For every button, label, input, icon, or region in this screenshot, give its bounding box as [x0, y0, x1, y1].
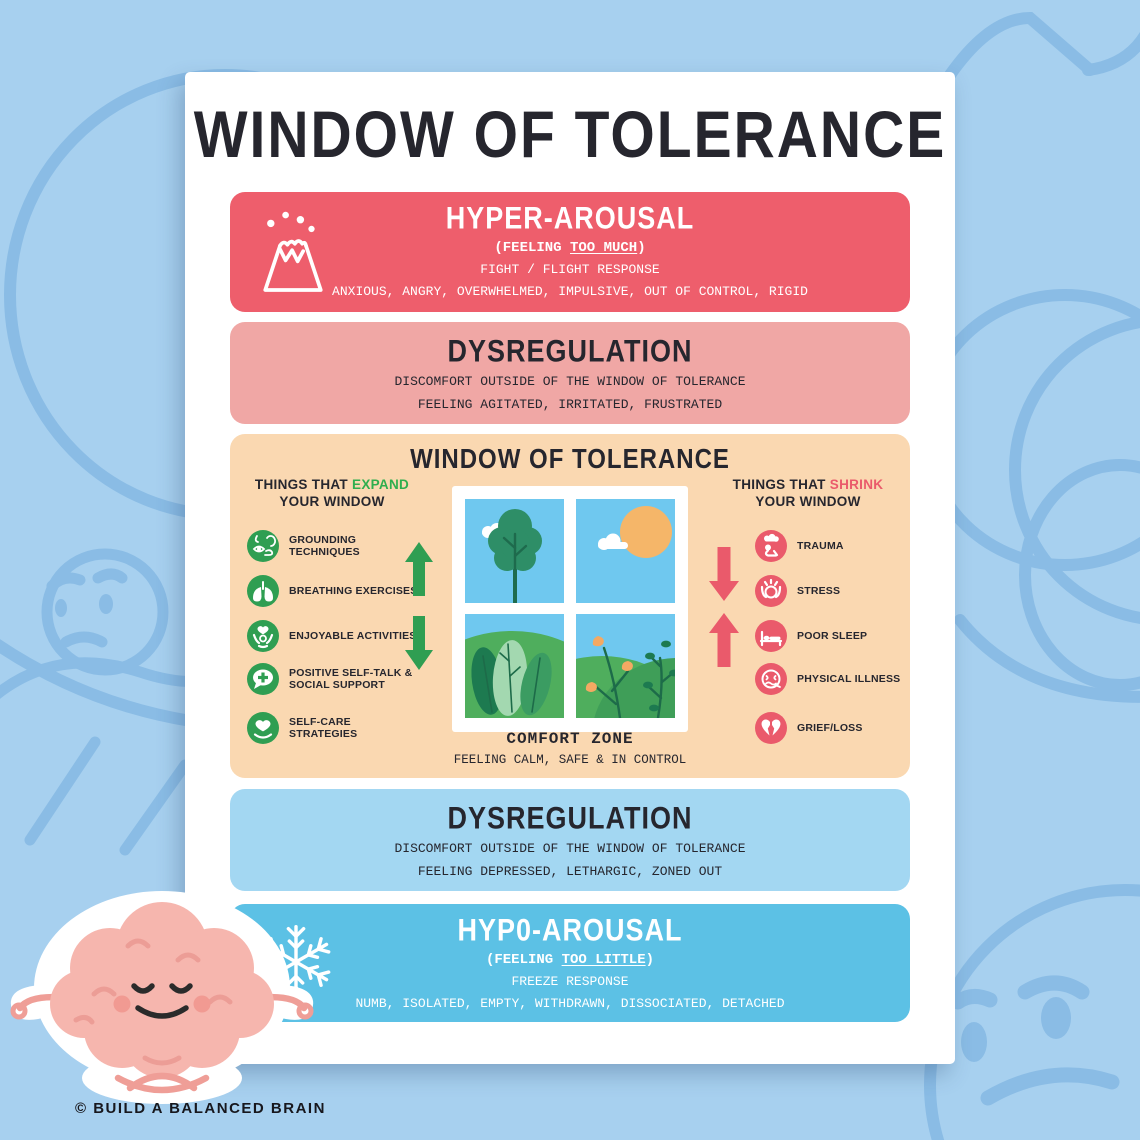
comfort-zone-line: FEELING CALM, SAFE & IN CONTROL	[453, 753, 687, 767]
meditating-brain-character	[10, 891, 314, 1104]
poster-card: WINDOW OF TOLERANCE HYPER-AROUSAL (FEELI…	[185, 72, 955, 1064]
hypo-arousal-section: HYP0-AROUSAL (FEELING TOO LITTLE) FREEZE…	[230, 904, 910, 1022]
dysregulation-top-title: DYSREGULATION	[447, 333, 693, 369]
window-section-title: WINDOW OF TOLERANCE	[410, 443, 730, 476]
dysregulation-bottom-line1: DISCOMFORT OUTSIDE OF THE WINDOW OF TOLE…	[394, 841, 746, 856]
hypo-feeling: (FEELING TOO LITTLE)	[485, 952, 655, 968]
volcano-icon	[263, 211, 323, 292]
expand-item: GROUNDING TECHNIQUES	[246, 529, 421, 563]
dysregulation-bottom-line2: FEELING DEPRESSED, LETHARGIC, ZONED OUT	[417, 864, 723, 879]
storm-person-icon	[755, 530, 787, 562]
comfort-zone-title: COMFORT ZONE	[506, 730, 634, 748]
expand-heading: THINGS THAT EXPAND YOUR WINDOW	[254, 477, 410, 509]
shrink-heading: THINGS THAT SHRINK YOUR WINDOW	[732, 477, 884, 509]
five-senses-icon	[247, 530, 279, 562]
expand-item: POSITIVE SELF-TALK & SOCIAL SUPPORT	[246, 662, 421, 696]
shrink-item: GRIEF/LOSS	[754, 711, 863, 745]
expand-item: SELF-CARE STRATEGIES	[246, 711, 421, 745]
expand-item: ENJOYABLE ACTIVITIES	[246, 619, 417, 653]
sick-face-icon	[755, 663, 787, 695]
dysregulation-bottom-title: DYSREGULATION	[447, 800, 693, 836]
page-title: WINDOW OF TOLERANCE	[193, 97, 947, 173]
lungs-icon	[247, 575, 279, 607]
hyper-line2: ANXIOUS, ANGRY, OVERWHELMED, IMPULSIVE, …	[332, 284, 808, 299]
heart-hands-icon	[247, 712, 279, 744]
hypo-title: HYP0-AROUSAL	[457, 912, 683, 948]
dysregulation-top-line1: DISCOMFORT OUTSIDE OF THE WINDOW OF TOLE…	[394, 374, 746, 389]
expand-arrows-icon	[405, 542, 433, 670]
window-illustration	[452, 486, 688, 732]
dysregulation-top-section: DYSREGULATION DISCOMFORT OUTSIDE OF THE …	[230, 322, 910, 424]
hypo-line2: NUMB, ISOLATED, EMPTY, WITHDRAWN, DISSOC…	[355, 996, 785, 1011]
hyper-title: HYPER-AROUSAL	[445, 200, 695, 236]
hyper-feeling: (FEELING TOO MUCH)	[494, 240, 646, 256]
shrink-arrows-icon	[709, 547, 739, 667]
expand-item: BREATHING EXERCISES	[246, 574, 417, 608]
bed-icon	[755, 620, 787, 652]
shrink-item: TRAUMA	[754, 529, 844, 563]
hyper-line1: FIGHT / FLIGHT RESPONSE	[480, 262, 660, 277]
hyper-arousal-section: HYPER-AROUSAL (FEELING TOO MUCH) FIGHT /…	[230, 192, 910, 312]
window-of-tolerance-section: WINDOW OF TOLERANCE THINGS THAT EXPAND Y…	[230, 434, 910, 778]
shrink-item: POOR SLEEP	[754, 619, 867, 653]
stressed-person-icon	[755, 575, 787, 607]
snowflake-icon	[259, 925, 333, 999]
shrink-item: STRESS	[754, 574, 840, 608]
positive-speech-bubble-icon	[247, 663, 279, 695]
shrink-item: PHYSICAL ILLNESS	[754, 662, 900, 696]
hypo-line1: FREEZE RESPONSE	[511, 974, 629, 989]
dysregulation-bottom-section: DYSREGULATION DISCOMFORT OUTSIDE OF THE …	[230, 789, 910, 891]
person-heart-icon	[247, 620, 279, 652]
copyright-text: © BUILD A BALANCED BRAIN	[75, 1100, 326, 1117]
broken-heart-icon	[755, 712, 787, 744]
dysregulation-top-line2: FEELING AGITATED, IRRITATED, FRUSTRATED	[417, 397, 723, 412]
